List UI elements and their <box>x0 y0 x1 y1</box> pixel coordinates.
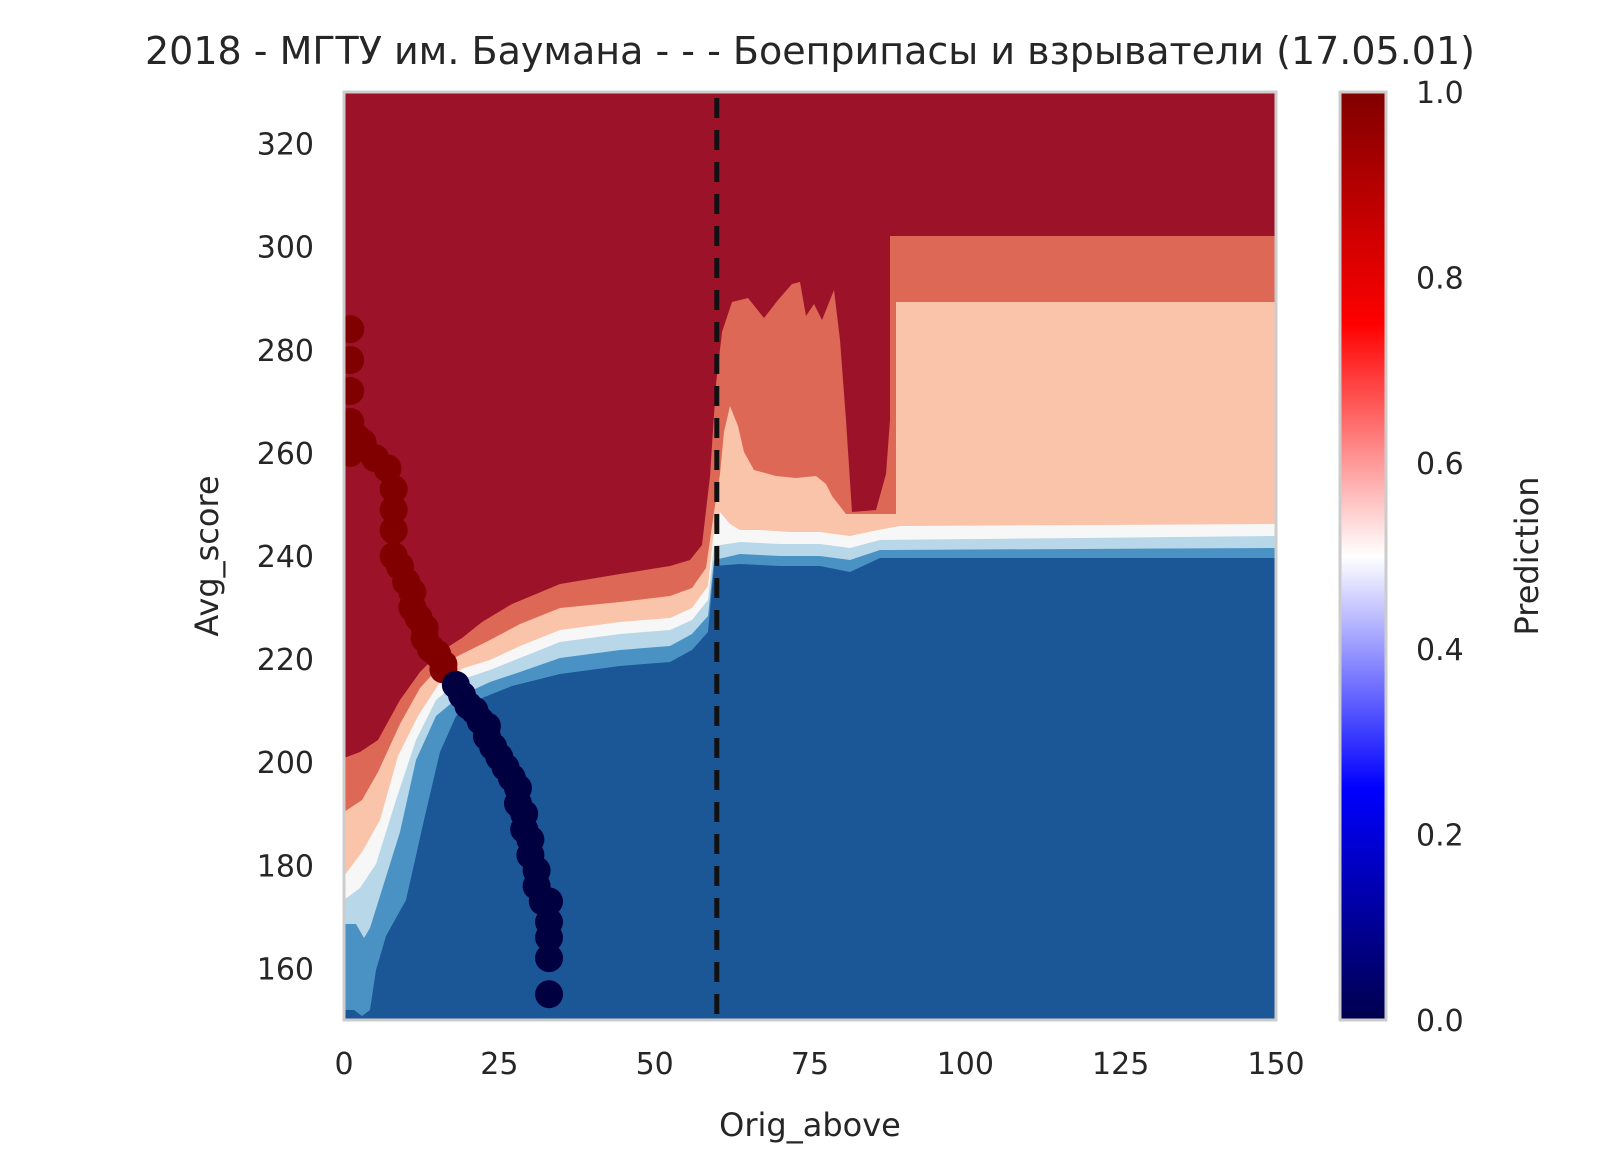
y-axis-label: Avg_score <box>188 475 226 636</box>
colorbar-tick-label: 0.2 <box>1416 818 1464 853</box>
point-class0-24 <box>535 980 564 1009</box>
colorbar-tick-label: 0.0 <box>1416 1004 1464 1039</box>
point-class0-20 <box>535 887 564 916</box>
x-tick-label: 25 <box>480 1047 518 1082</box>
y-tick-label: 160 <box>257 952 314 987</box>
point-class1-1 <box>344 346 365 375</box>
x-tick-label: 0 <box>334 1047 353 1082</box>
x-tick-label: 50 <box>636 1047 674 1082</box>
plot-area <box>344 92 1276 1020</box>
colorbar-tick-label: 0.4 <box>1416 633 1464 668</box>
y-tick-label: 180 <box>257 849 314 884</box>
region-strong-negative <box>344 558 1276 1020</box>
plot-frame <box>342 90 1278 1022</box>
x-tick-label: 100 <box>937 1047 994 1082</box>
point-class0-22 <box>535 923 564 952</box>
y-tick-label: 260 <box>257 437 314 472</box>
point-class1-9 <box>379 474 408 503</box>
point-class0-23 <box>535 944 564 973</box>
scatter-points <box>344 315 564 1009</box>
colorbar <box>1338 90 1388 1022</box>
chart-title: 2018 - МГТУ им. Баумана - - - Боеприпасы… <box>145 29 1475 73</box>
x-axis-ticks: 0 25 50 75 100 125 150 <box>334 1047 1304 1082</box>
point-class1-10 <box>379 495 408 524</box>
point-class1-2 <box>344 377 365 406</box>
point-class1-0 <box>344 315 365 344</box>
colorbar-tick-label: 0.6 <box>1416 447 1464 482</box>
y-tick-label: 280 <box>257 334 314 369</box>
y-tick-label: 240 <box>257 540 314 575</box>
x-tick-label: 125 <box>1092 1047 1149 1082</box>
y-tick-label: 320 <box>257 128 314 163</box>
colorbar-ticks: 0.0 0.2 0.4 0.6 0.8 1.0 <box>1416 76 1464 1039</box>
x-tick-label: 75 <box>791 1047 829 1082</box>
colorbar-tick-label: 1.0 <box>1416 76 1464 111</box>
x-tick-label: 150 <box>1247 1047 1304 1082</box>
colorbar-tick-label: 0.8 <box>1416 262 1464 297</box>
y-tick-label: 300 <box>257 231 314 266</box>
colorbar-label: Prediction <box>1508 477 1546 636</box>
y-axis-ticks: 160 180 200 220 240 260 280 300 320 <box>257 128 314 988</box>
x-axis-label: Orig_above <box>719 1106 901 1144</box>
y-tick-label: 200 <box>257 746 314 781</box>
point-class1-11 <box>379 516 408 545</box>
y-tick-label: 220 <box>257 643 314 678</box>
